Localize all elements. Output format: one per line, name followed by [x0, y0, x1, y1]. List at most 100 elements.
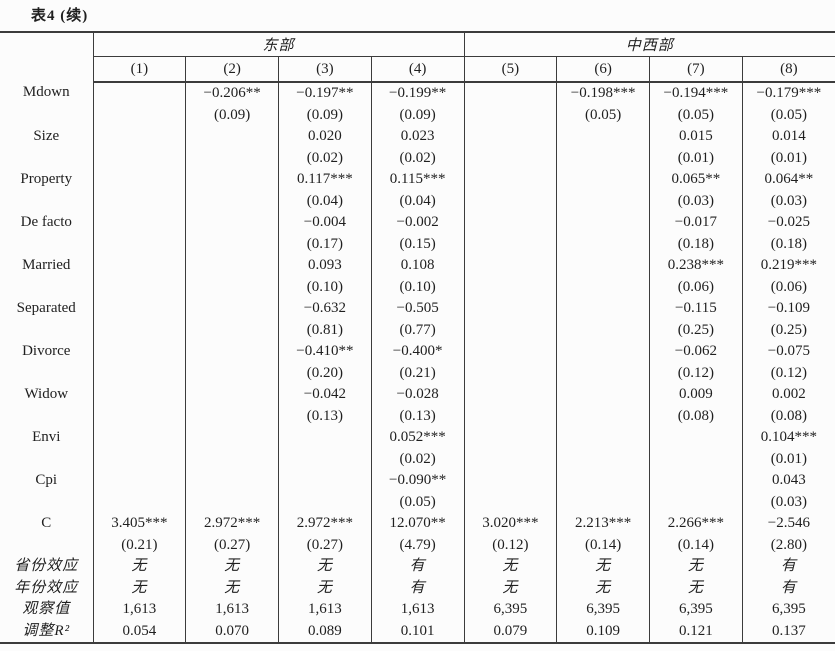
data-cell: 0.070: [185, 620, 279, 643]
data-cell: 0.238*** (0.06): [649, 255, 743, 298]
se-value: (0.27): [214, 536, 251, 553]
data-cell: −0.199** (0.09): [370, 82, 464, 126]
data-cell: 0.108 (0.10): [370, 255, 464, 298]
col-header-4: (4): [370, 56, 464, 83]
data-cell: 0.219*** (0.06): [741, 255, 835, 298]
coef-value: [187, 341, 278, 363]
data-cell: [92, 341, 186, 384]
row-label-cell: Divorce: [0, 341, 93, 384]
table-row: C 3.405*** (0.21) 2.972*** (0.27) 2.972*** (0.…: [0, 513, 835, 556]
data-cell: −0.004 (0.17): [278, 212, 372, 255]
coef-value: [558, 427, 649, 449]
se-value: [187, 191, 278, 213]
row-label-cell: 调整R²: [22, 622, 71, 639]
group-header-2: 中西部: [463, 32, 835, 57]
coef-value: 0.065**: [671, 171, 721, 187]
data-cell: [556, 470, 650, 513]
data-cell: 0.043 (0.03): [741, 470, 835, 513]
data-cell: 0.093 (0.10): [278, 255, 372, 298]
data-cell: [463, 169, 557, 213]
col-header-5: (5): [463, 56, 557, 83]
coef-value: [558, 212, 649, 234]
data-cell: [92, 255, 186, 298]
coef-value: −2.546: [767, 515, 810, 531]
data-cell: 无: [463, 577, 557, 599]
data-cell: [185, 298, 279, 341]
se-value: [94, 191, 185, 213]
coef-value: [465, 427, 556, 449]
data-cell: −0.400* (0.21): [370, 341, 464, 384]
coef-value: 0.093: [308, 257, 342, 273]
se-value: [465, 191, 556, 213]
se-value: (0.10): [306, 278, 343, 295]
coef-value: [465, 126, 556, 148]
row-label: C: [41, 515, 52, 531]
se-value: (0.12): [492, 536, 529, 553]
se-value: (2.80): [770, 536, 807, 553]
data-cell: 0.065** (0.03): [649, 169, 743, 212]
data-cell: 有: [370, 577, 464, 599]
coef-value: [94, 212, 185, 234]
row-label-cell: Widow: [0, 384, 93, 427]
data-cell: −0.206** (0.09): [185, 82, 279, 126]
se-value: [94, 406, 185, 428]
coef-value: −0.198***: [570, 85, 636, 101]
col-header-row: (1) (2) (3) (4) (5) (6) (7) (8): [0, 56, 835, 83]
coef-value: 0.064**: [764, 171, 814, 187]
se-value: [465, 234, 556, 256]
coef-value: −0.410**: [296, 343, 354, 359]
se-value: (0.13): [399, 407, 436, 424]
data-cell: 有: [741, 556, 835, 578]
data-cell: [185, 169, 279, 213]
data-cell: 1,613: [370, 599, 464, 621]
data-cell: −0.505 (0.77): [370, 298, 464, 341]
data-cell: −0.075 (0.12): [741, 341, 835, 384]
coef-value: [187, 298, 278, 320]
se-value: [558, 320, 649, 342]
coef-value: [558, 255, 649, 277]
se-value: [94, 449, 185, 471]
coef-value: −0.632: [303, 300, 346, 316]
coef-value: [279, 427, 370, 449]
se-value: [465, 148, 556, 170]
data-cell: −0.002 (0.15): [370, 212, 464, 255]
data-cell: 无: [278, 556, 372, 578]
regression-table: 东部 中西部 (1) (2) (3) (4) (5) (6) (7) (8) Mdown −0.2…: [0, 31, 835, 644]
data-cell: 0.023 (0.02): [370, 126, 464, 169]
coef-value: [94, 470, 185, 492]
row-label: Property: [20, 171, 73, 187]
data-cell: [278, 427, 372, 470]
data-cell: 6,395: [741, 599, 835, 621]
se-value: (0.05): [585, 106, 622, 123]
coef-value: −0.179***: [756, 85, 822, 101]
se-value: [279, 492, 370, 514]
coef-value: −0.042: [303, 386, 346, 402]
table-row: Size 0.020 (0.02) 0.023 (0.02) 0.015 (0.01) 0.0…: [0, 126, 835, 169]
coef-value: [465, 384, 556, 406]
data-cell: 0.052*** (0.02): [370, 427, 464, 470]
coef-value: 0.020: [308, 128, 342, 144]
data-cell: 无: [185, 556, 279, 578]
se-value: [94, 148, 185, 170]
data-cell: 0.054: [92, 620, 186, 643]
coef-value: [94, 384, 185, 406]
se-value: (0.09): [214, 106, 251, 123]
data-cell: 无: [185, 577, 279, 599]
coef-value: [650, 470, 741, 492]
data-cell: 0.137: [741, 620, 835, 643]
data-cell: −0.109 (0.25): [741, 298, 835, 341]
data-cell: [92, 298, 186, 341]
se-value: (0.12): [770, 364, 807, 381]
table-row: 年份效应无无无有无无无有: [0, 577, 835, 599]
coef-value: 0.104***: [760, 429, 817, 445]
coef-value: [465, 169, 556, 191]
data-cell: −0.115 (0.25): [649, 298, 743, 341]
row-label-cell: 观察值: [22, 601, 71, 617]
coef-value: −0.075: [767, 343, 810, 359]
data-cell: 0.109: [556, 620, 650, 643]
data-cell: [556, 427, 650, 470]
se-value: [465, 105, 556, 127]
coef-value: [465, 255, 556, 277]
data-cell: 6,395: [556, 599, 650, 621]
se-value: (0.14): [677, 536, 714, 553]
